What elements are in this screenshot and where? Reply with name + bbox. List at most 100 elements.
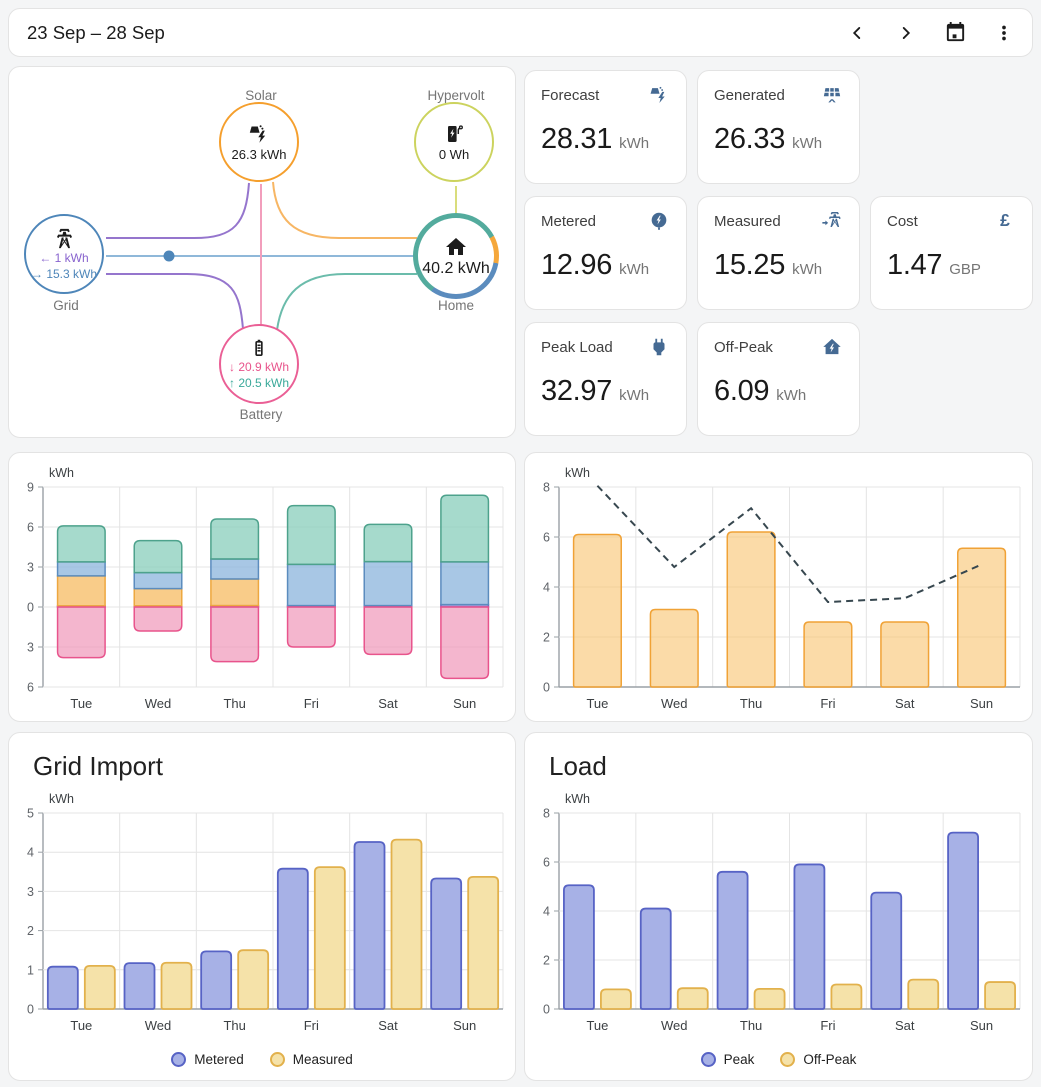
svg-text:5: 5 [27,807,34,821]
svg-text:0: 0 [27,1003,34,1017]
legend-marker [269,1052,285,1067]
grid-node[interactable]: ← 1 kWh → 15.3 kWh [24,214,104,294]
legend-item-metered[interactable]: Metered [171,1052,244,1067]
svg-text:0: 0 [27,601,34,615]
kebab-menu-icon [1002,25,1006,40]
svg-text:2: 2 [543,954,550,968]
stat-card-metered[interactable]: Metered 12.96 kWh [524,196,687,310]
svg-text:Fri: Fri [820,696,835,711]
svg-text:Sun: Sun [970,1018,993,1033]
svg-text:Wed: Wed [145,696,172,711]
grid-node-label: Grid [53,298,79,313]
svg-text:3: 3 [27,641,34,655]
home-node-label: Home [437,298,474,313]
svg-text:kWh: kWh [565,792,590,806]
svg-text:Wed: Wed [661,1018,688,1033]
load-card: Load 8 6 4 2 0 kWh Tue Wed Thu Fri Sat Sun Peak Off… [524,732,1033,1081]
stat-label: Measured [714,212,781,230]
stat-value: 26.33 [714,123,786,155]
grid-import-chart[interactable]: 5 4 3 2 1 0 kWh Tue Wed Thu Fri Sat Sun [9,789,517,1045]
svg-text:Thu: Thu [740,1018,762,1033]
svg-text:kWh: kWh [49,466,74,480]
svg-text:Sun: Sun [970,696,993,711]
svg-text:9: 9 [27,481,34,495]
flow-dot [163,250,175,262]
svg-text:Sat: Sat [895,1018,915,1033]
load-chart[interactable]: 8 6 4 2 0 kWh Tue Wed Thu Fri Sat Sun [525,789,1034,1045]
hypervolt-node[interactable]: 0 Wh [414,102,494,182]
stat-label: Cost [887,212,918,230]
stats-grid-spacer [870,70,1033,184]
stat-value: 28.31 [541,123,613,155]
svg-text:Wed: Wed [145,1018,172,1033]
ev-station-icon [448,125,463,142]
legend-label: Metered [194,1052,244,1067]
stat-card-off-peak[interactable]: Off-Peak 6.09 kWh [697,322,860,436]
stat-unit: kWh [792,261,823,278]
svg-text:Fri: Fri [304,696,319,711]
stat-card-cost[interactable]: Cost £ 1.47 GBP [870,196,1033,310]
svg-text:3: 3 [27,885,34,899]
chart-title: Load [549,751,607,781]
legend-item-off-peak[interactable]: Off-Peak [780,1052,856,1067]
solar-node[interactable]: 26.3 kWh [219,102,299,182]
date-range-toolbar: 23 Sep – 28 Sep [8,8,1033,57]
battery-node[interactable]: ↓ 20.9 kWh ↑ 20.5 kWh [219,324,299,404]
legend-item-peak[interactable]: Peak [700,1052,754,1067]
solar-production-chart-card: 8 6 4 2 0 kWh Tue Wed Thu Fri Sat Sun [524,452,1033,722]
stat-card-peak-load[interactable]: Peak Load 32.97 kWh [524,322,687,436]
stat-unit: kWh [776,387,807,404]
svg-text:kWh: kWh [565,466,590,480]
svg-text:Tue: Tue [586,696,608,711]
legend: Metered Measured [9,1052,515,1067]
chart-title: Grid Import [33,751,164,781]
svg-text:Thu: Thu [223,696,245,711]
home-node[interactable]: 40.2 kWh [413,213,499,299]
stat-value: 15.25 [714,249,786,281]
legend-label: Measured [292,1052,353,1067]
home-lightning-icon [823,338,841,355]
calendar-button[interactable] [943,21,967,45]
svg-text:Sat: Sat [895,696,915,711]
svg-text:0: 0 [543,1003,550,1017]
svg-text:Thu: Thu [223,1018,245,1033]
svg-text:Fri: Fri [820,1018,835,1033]
energy-balance-chart[interactable]: 9 6 3 0 3 6 kWh Tue Wed Thu Fri Sat Sun [9,453,517,723]
svg-text:4: 4 [543,905,550,919]
battery-discharge-value: ↑ 20.5 kWh [228,376,290,390]
menu-button[interactable] [992,21,1016,45]
svg-text:Sun: Sun [453,1018,476,1033]
stat-label: Forecast [541,86,600,104]
solar-power-icon [650,86,665,103]
stat-unit: kWh [619,261,650,278]
svg-text:4: 4 [27,846,34,860]
stat-unit: kWh [619,135,650,152]
stat-card-measured[interactable]: Measured 15.25 kWh [697,196,860,310]
stat-value: 1.47 [887,249,943,281]
svg-text:Sat: Sat [378,1018,398,1033]
next-period-button[interactable] [894,21,918,45]
legend: Peak Off-Peak [525,1052,1032,1067]
battery-icon [255,339,263,356]
svg-text:6: 6 [27,681,34,695]
energy-balance-chart-card: 9 6 3 0 3 6 kWh Tue Wed Thu Fri Sat Sun [8,452,516,722]
stat-card-generated[interactable]: Generated 26.33 kWh [697,70,860,184]
grid-export-value: ← 1 kWh [39,250,89,265]
solar-production-chart[interactable]: 8 6 4 2 0 kWh Tue Wed Thu Fri Sat Sun [525,453,1034,723]
stat-label: Metered [541,212,597,230]
previous-period-button[interactable] [845,21,869,45]
svg-text:Sun: Sun [453,696,476,711]
stat-value: 6.09 [714,375,770,407]
solar-home-line [272,181,417,239]
legend-marker [171,1052,187,1067]
solar-node-value: 26.3 kWh [231,147,287,162]
legend-item-measured[interactable]: Measured [269,1052,353,1067]
stat-value: 12.96 [541,249,613,281]
battery-charge-value: ↓ 20.9 kWh [228,360,290,374]
transmission-tower-icon [56,228,72,248]
solar-node-label: Solar [245,88,277,103]
meter-electric-icon [651,212,667,230]
stat-label: Off-Peak [714,338,773,356]
stat-unit: kWh [792,135,823,152]
stat-card-forecast[interactable]: Forecast 28.31 kWh [524,70,687,184]
